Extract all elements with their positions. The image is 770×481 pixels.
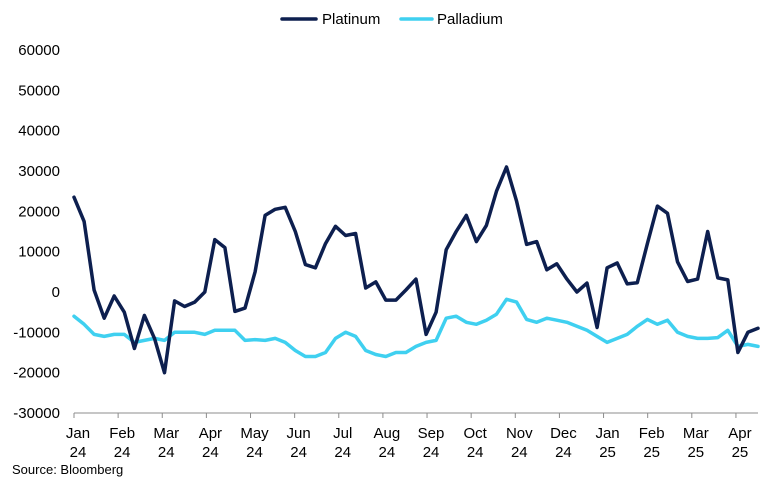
series-line-platinum (72, 165, 760, 375)
y-axis: -30000 -20000 -10000 0 10000 20000 30000 40000 5… (13, 42, 60, 422)
x-tick-label-month: Mar (683, 425, 709, 442)
x-tick-label-year: 24 (423, 444, 440, 461)
x-tick-label-year: 25 (643, 444, 660, 461)
x-tick-label-month: Jul (333, 425, 352, 442)
y-tick-label: -20000 (13, 365, 60, 382)
x-tick-label-year: 24 (202, 444, 219, 461)
x-tick-label-month: May (240, 425, 269, 442)
legend: Platinum Palladium (280, 11, 503, 28)
y-tick-label: 20000 (18, 203, 60, 220)
series-line-palladium (72, 297, 760, 359)
x-tick-label-year: 24 (467, 444, 484, 461)
x-tick-label-month: Apr (728, 425, 751, 442)
y-tick-label: 60000 (18, 42, 60, 59)
x-tick-label-year: 24 (511, 444, 528, 461)
x-axis: Jan 24 Feb 24 Mar 24 Apr 24 May 24 Jun 24 Jul 24 Aug 24… (66, 412, 758, 461)
y-tick-label: -10000 (13, 324, 60, 341)
x-tick-label-month: Apr (199, 425, 222, 442)
x-tick-label-year: 24 (379, 444, 396, 461)
legend-label-palladium: Palladium (437, 11, 503, 28)
y-tick-label: 0 (52, 284, 60, 301)
x-tick-label-month: Aug (374, 425, 401, 442)
y-tick-label: 50000 (18, 82, 60, 99)
x-tick-label-year: 24 (555, 444, 572, 461)
x-tick-label-month: Jan (66, 425, 90, 442)
x-tick-label-year: 24 (290, 444, 307, 461)
x-tick-label-month: Jun (287, 425, 311, 442)
x-tick-label-year: 24 (246, 444, 263, 461)
x-tick-label-year: 25 (732, 444, 749, 461)
x-tick-label-month: Sep (418, 425, 445, 442)
x-tick-label-year: 24 (70, 444, 87, 461)
source-note: Source: Bloomberg (12, 462, 124, 477)
x-tick-label-month: Mar (153, 425, 179, 442)
x-tick-label-month: Nov (506, 425, 533, 442)
y-tick-label: 10000 (18, 244, 60, 261)
legend-label-platinum: Platinum (322, 11, 380, 28)
x-tick-label-month: Jan (595, 425, 619, 442)
x-tick-label-month: Feb (109, 425, 135, 442)
y-tick-label: -30000 (13, 405, 60, 422)
x-tick-label-year: 25 (687, 444, 704, 461)
x-tick-label-month: Oct (463, 425, 487, 442)
x-tick-label-year: 24 (158, 444, 175, 461)
x-tick-label-year: 25 (599, 444, 616, 461)
series-layer (72, 165, 760, 375)
y-tick-label: 30000 (18, 163, 60, 180)
x-tick-label-month: Feb (639, 425, 665, 442)
x-tick-label-year: 24 (114, 444, 131, 461)
x-tick-label-month: Dec (550, 425, 577, 442)
x-tick-label-year: 24 (334, 444, 351, 461)
y-tick-label: 40000 (18, 123, 60, 140)
